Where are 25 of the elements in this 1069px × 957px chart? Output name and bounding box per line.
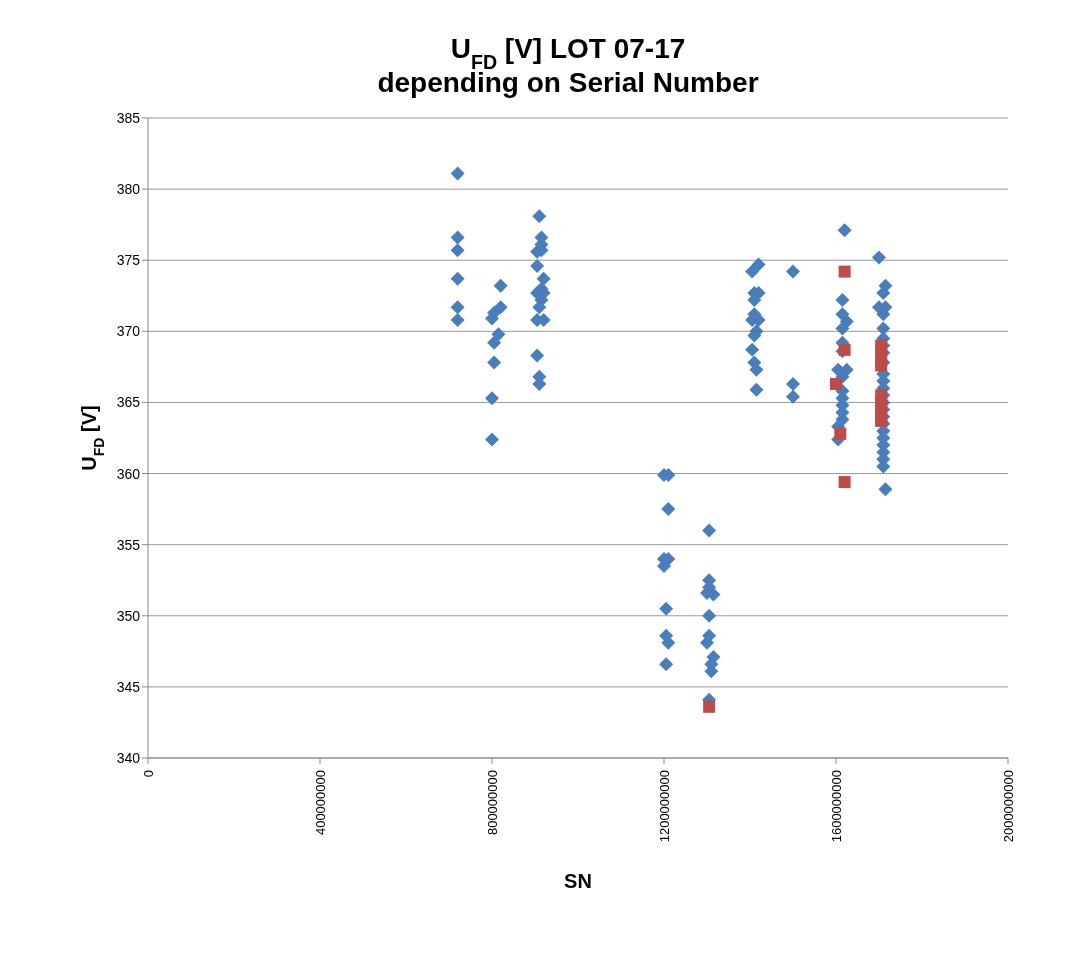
point xyxy=(703,700,716,713)
point xyxy=(834,427,847,440)
y-tick-label: 385 xyxy=(116,109,141,126)
x-tick-label: 1200000000 xyxy=(656,770,672,843)
y-tick-label: 375 xyxy=(116,252,141,269)
point xyxy=(830,377,842,390)
y-tick-label: 350 xyxy=(116,607,141,624)
x-tick-label: 1600000000 xyxy=(828,770,844,843)
y-tick-label: 355 xyxy=(116,536,141,553)
x-tick-label: 800000000 xyxy=(484,770,500,836)
point xyxy=(875,414,888,427)
y-tick-label: 360 xyxy=(116,465,141,482)
y-tick-label: 370 xyxy=(116,323,141,340)
point xyxy=(838,265,851,278)
x-tick-label: 0 xyxy=(140,770,156,778)
point xyxy=(875,359,888,372)
y-tick-label: 365 xyxy=(116,394,141,411)
x-axis-title: SN xyxy=(564,870,592,892)
y-tick-label: 345 xyxy=(116,678,141,695)
y-tick-label: 380 xyxy=(116,181,141,198)
x-tick-label: 400000000 xyxy=(312,770,328,836)
chart-title: U$_{FD}$ [V] LOT 07-17 depending on Serial Number xyxy=(377,33,759,98)
point xyxy=(838,476,851,489)
x-tick-label: 2000000000 xyxy=(1000,770,1016,843)
y-tick-label: 340 xyxy=(116,749,141,766)
